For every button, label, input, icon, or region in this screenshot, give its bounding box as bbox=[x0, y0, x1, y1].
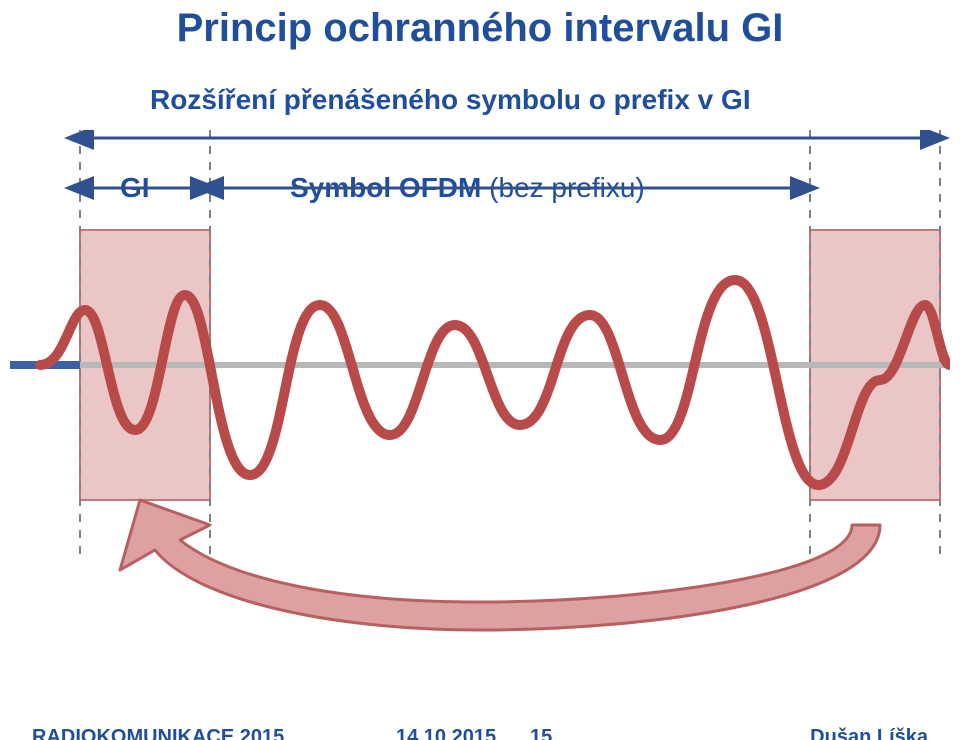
footer-date: 14.10.2015 bbox=[396, 726, 496, 740]
footer-left: RADIOKOMUNIKACE 2015 bbox=[32, 726, 284, 740]
gi-diagram bbox=[10, 130, 950, 650]
footer-author: Dušan Líška bbox=[810, 726, 928, 740]
footer-page: 15 bbox=[530, 726, 552, 740]
label-extension: Rozšíření přenášeného symbolu o prefix v… bbox=[150, 84, 751, 116]
slide-title: Princip ochranného intervalu GI bbox=[0, 6, 960, 51]
